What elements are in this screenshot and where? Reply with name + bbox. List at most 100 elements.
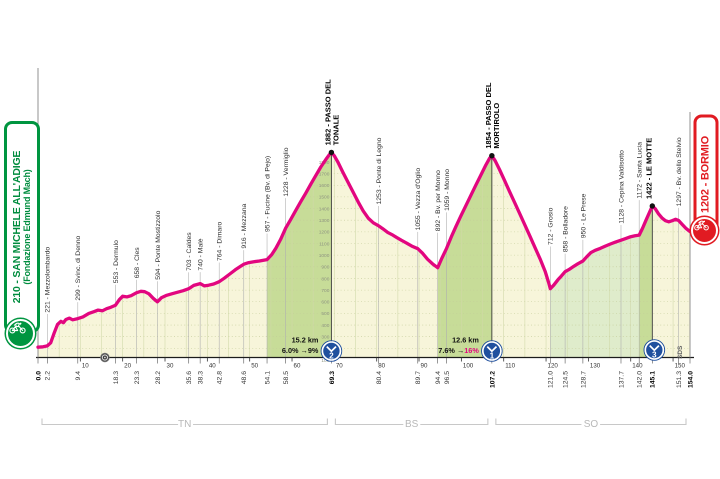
province-label: SO	[584, 419, 599, 430]
axis-tick-label: 40	[209, 363, 216, 370]
km-label: 154.0	[687, 371, 694, 388]
km-label: 42.8	[217, 371, 224, 384]
climb-length: 15.2 km	[292, 336, 319, 345]
finish-label-text: 1202 - BORMIO	[699, 136, 712, 213]
waypoint-label: 658 - Cles	[134, 247, 141, 279]
km-label: 137.7	[618, 371, 625, 388]
badge-chevron	[486, 345, 498, 353]
finish-cyclist-icon	[691, 217, 718, 244]
province-bracket	[495, 418, 687, 426]
km-label: 0.0	[35, 371, 42, 381]
province-bracket	[334, 418, 489, 426]
km-label: 48.6	[241, 371, 248, 384]
waypoint-label: 299 - Svinc. di Denno	[75, 235, 82, 300]
start-cyclist-icon	[6, 319, 35, 348]
km-label: 96.5	[444, 371, 451, 384]
peak-label: 1422 - LE MOTTE	[644, 138, 653, 199]
km-label: 9.4	[75, 371, 82, 381]
elevation-scale-label: 600	[321, 300, 329, 306]
elevation-scale-label: 500	[321, 311, 329, 317]
axis-tick-label: 20	[124, 363, 131, 370]
climb-category-badge: 3	[643, 339, 666, 361]
waypoint-label: 1228 - Vermiglio	[283, 147, 290, 196]
axis-tick-label: 130	[590, 363, 601, 370]
climb-category-badge: 2	[320, 340, 343, 362]
climb-avg-gradient: 7.6% →	[438, 346, 464, 355]
km-label: 2.2	[45, 371, 52, 381]
badge-number: 2	[329, 351, 334, 360]
axis-tick-label: 60	[294, 363, 301, 370]
elevation-scale-label: 1700	[319, 171, 330, 177]
axis-tick-label: 50	[251, 363, 258, 370]
peak-dot	[489, 152, 495, 159]
elevation-scale-label: 1200	[319, 230, 330, 236]
peak-dot	[328, 149, 335, 156]
km-label: 151.3	[676, 371, 683, 388]
km-label: 18.3	[113, 371, 120, 384]
waypoint-label: 594 - Ponte Mostizzolo	[155, 210, 162, 279]
badge-chevron	[649, 344, 660, 352]
elevation-scale-label: 1100	[319, 241, 330, 247]
elevation-scale-label: 300	[321, 335, 329, 341]
badge-chevron	[326, 345, 337, 353]
waypoint-label: 1128 - Cepina Valdisotto	[618, 150, 625, 224]
axis-waypoint-marker-icon	[100, 352, 110, 363]
axis-tick-label: 80	[378, 363, 385, 370]
climb-avg-gradient: 6.0% →	[282, 346, 308, 355]
climb-gradient: 6.0% →9%	[282, 346, 319, 355]
km-label: 80.4	[376, 371, 383, 384]
waypoint-label: 1297 - Bv. dello Stelvio	[676, 137, 683, 206]
waypoint-label: 916 - Mezzana	[241, 203, 248, 248]
km-label: 23.3	[134, 371, 141, 384]
bicycle-icon	[694, 220, 709, 231]
climb-gradient: 7.6% →16%	[438, 346, 479, 355]
bicycle-icon	[9, 322, 26, 334]
sds-label: SDS	[677, 345, 684, 359]
elevation-scale-label: 700	[321, 288, 329, 294]
elevation-scale-label: 1400	[319, 206, 330, 212]
waypoint-label: 892 - Bv. per Monno	[435, 170, 442, 231]
waypoint-label: 221 - Mezzolombardo	[45, 247, 52, 313]
km-label: 89.7	[415, 371, 422, 384]
elevation-scale-label: 800	[321, 276, 329, 282]
peak-dot	[649, 203, 656, 209]
badge-number: 3	[652, 350, 657, 359]
waypoint-label: 764 - Dimaro	[217, 222, 224, 262]
elevation-scale-label: 100	[321, 358, 329, 364]
km-label: 94.4	[435, 371, 442, 384]
waypoint-label: 1172 - Santa Lucia	[637, 142, 644, 199]
profile-area-fill	[38, 152, 690, 358]
km-label: 69.3	[329, 371, 336, 384]
axis-tick-label: 140	[632, 363, 643, 370]
badge-outer-ring	[320, 340, 343, 362]
waypoint-label: 1055 - Vezza d'Oglio	[415, 168, 422, 231]
axis-tick-label: 110	[505, 363, 515, 370]
waypoint-label: 1059 - Monno	[444, 169, 451, 211]
km-label: 142.0	[637, 371, 644, 388]
axis-tick-label: 10	[82, 363, 89, 370]
peak-label: 1854 - PASSO DEL	[484, 82, 493, 149]
km-label: 145.1	[650, 371, 657, 388]
km-label: 124.5	[563, 371, 570, 388]
peak-label: MORTIROLO	[492, 103, 501, 149]
province-bracket	[41, 418, 328, 426]
waypoint-label: 957 - Fucine (Bv. di Pejo)	[264, 156, 271, 232]
badge-outer-ring	[643, 339, 666, 361]
waypoint-label: 1253 - Ponte di Legno	[376, 137, 383, 204]
km-label: 107.2	[489, 371, 496, 388]
km-label: 28.2	[155, 371, 162, 384]
axis-tick-label: 70	[336, 363, 343, 370]
elevation-scale-label: 1600	[319, 183, 330, 189]
km-label: 38.3	[198, 371, 205, 384]
start-location-label: 210 - SAN MICHELE ALL'ADIGE (Fondazione …	[4, 121, 40, 333]
profile-line	[36, 150, 692, 349]
climb-length: 12.6 km	[452, 336, 479, 345]
waypoint-label: 950 - Le Prese	[580, 193, 587, 238]
waypoint-label: 553 - Dermulo	[113, 240, 120, 283]
peak-label: TONALE	[331, 115, 340, 146]
km-label: 121.0	[548, 371, 555, 388]
waypoint-label: 703 - Caldes	[186, 232, 193, 271]
km-label: 35.6	[186, 371, 193, 384]
